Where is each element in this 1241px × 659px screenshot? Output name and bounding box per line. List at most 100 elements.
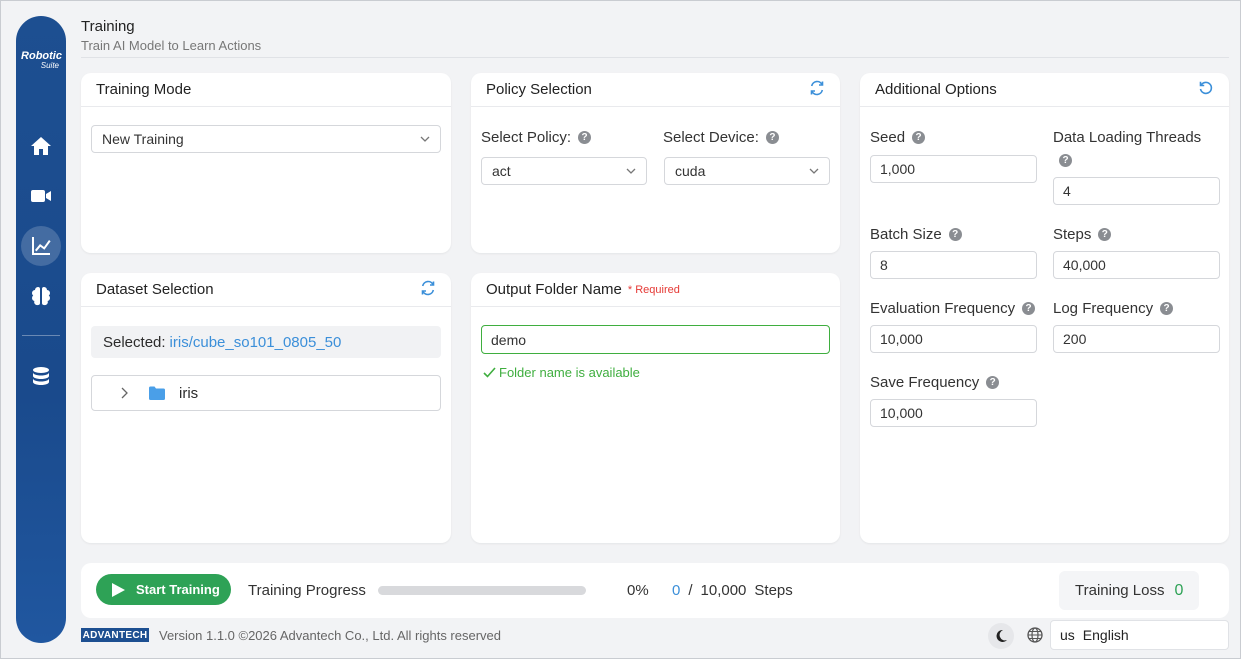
eval-frequency-label-text: Evaluation Frequency	[870, 300, 1016, 317]
total-steps: 10,000	[700, 582, 747, 599]
dataset-selection-card: Dataset Selection Selected: iris/cube_so…	[81, 273, 451, 543]
chevron-down-icon	[809, 168, 819, 174]
batch-size-input[interactable]: 8	[870, 251, 1037, 279]
output-folder-title: Output Folder Name	[486, 281, 622, 298]
folder-icon	[149, 386, 165, 400]
progress-bar	[378, 586, 586, 595]
threads-input[interactable]: 4	[1053, 177, 1220, 205]
device-value: cuda	[675, 163, 706, 179]
reset-icon	[1199, 81, 1213, 95]
seed-input[interactable]: 1,000	[870, 155, 1037, 183]
sidebar-item-models[interactable]	[21, 276, 61, 316]
refresh-icon	[421, 280, 435, 296]
steps-label-text: Steps	[1053, 226, 1092, 243]
language-select[interactable]: us English	[1050, 620, 1229, 650]
sidebar-item-home[interactable]	[21, 126, 61, 166]
theme-toggle-button[interactable]	[988, 623, 1014, 649]
additional-options-card: Additional Options Seed ? 1,000 Data Loa…	[860, 73, 1229, 543]
header-divider	[81, 57, 1229, 58]
language-code: us	[1060, 627, 1075, 643]
page-subtitle: Train AI Model to Learn Actions	[81, 38, 262, 53]
help-icon[interactable]: ?	[1098, 228, 1112, 241]
help-icon[interactable]: ?	[1059, 154, 1072, 167]
save-frequency-input[interactable]: 10,000	[870, 399, 1037, 427]
threads-label-text: Data Loading Threads	[1053, 129, 1202, 146]
device-label: Select Device: ?	[663, 129, 779, 146]
reset-options-button[interactable]	[1198, 80, 1214, 99]
batch-size-value: 8	[880, 257, 888, 273]
app-logo: Robotic Suite	[20, 51, 62, 71]
steps-unit: Steps	[754, 582, 793, 599]
help-icon[interactable]: ?	[578, 131, 592, 144]
log-frequency-label-text: Log Frequency	[1053, 300, 1154, 317]
chevron-down-icon	[626, 168, 636, 174]
policy-refresh-button[interactable]	[809, 80, 825, 99]
additional-options-title: Additional Options	[875, 81, 997, 98]
device-select[interactable]: cuda	[664, 157, 830, 185]
policy-label-text: Select Policy:	[481, 129, 572, 146]
log-frequency-input[interactable]: 200	[1053, 325, 1220, 353]
save-frequency-label: Save Frequency ?	[870, 374, 1000, 391]
policy-selection-card: Policy Selection Select Policy: ? act Se…	[471, 73, 840, 253]
current-step: 0	[672, 582, 681, 599]
output-folder-card: Output Folder Name * Required demo Folde…	[471, 273, 840, 543]
folder-validation-text: Folder name is available	[499, 365, 640, 380]
policy-value: act	[492, 163, 511, 179]
training-mode-value: New Training	[102, 131, 184, 147]
selected-dataset-label: Selected:	[103, 333, 166, 351]
home-icon	[31, 137, 51, 155]
help-icon[interactable]: ?	[765, 131, 779, 144]
log-frequency-label: Log Frequency ?	[1053, 300, 1174, 317]
threads-value: 4	[1063, 183, 1071, 199]
start-training-button[interactable]: Start Training	[96, 574, 231, 605]
copyright-text: Version 1.1.0 ©2026 Advantech Co., Ltd. …	[159, 628, 502, 643]
sidebar: Robotic Suite	[16, 16, 66, 643]
page-header: Training Train AI Model to Learn Actions	[81, 18, 261, 53]
training-mode-title: Training Mode	[96, 81, 192, 98]
sidebar-item-recording[interactable]	[21, 176, 61, 216]
progress-label: Training Progress	[248, 582, 366, 599]
help-icon[interactable]: ?	[912, 131, 926, 144]
policy-selection-header: Policy Selection	[471, 73, 840, 107]
step-counter: 0 / 10,000 Steps	[672, 582, 793, 599]
help-icon[interactable]: ?	[948, 228, 962, 241]
steps-value: 40,000	[1063, 257, 1106, 273]
seed-value: 1,000	[880, 161, 916, 177]
policy-selection-title: Policy Selection	[486, 81, 592, 98]
help-icon[interactable]: ?	[986, 376, 1000, 389]
page-title: Training	[81, 18, 135, 35]
globe-icon	[1027, 627, 1043, 643]
training-loss-label: Training Loss	[1075, 582, 1165, 599]
required-indicator: * Required	[627, 283, 680, 296]
brain-icon	[31, 287, 51, 306]
chevron-right-icon[interactable]	[119, 387, 129, 399]
tree-node-label: iris	[179, 384, 199, 402]
help-icon[interactable]: ?	[1160, 302, 1174, 315]
threads-label: Data Loading Threads	[1053, 129, 1201, 146]
dataset-refresh-button[interactable]	[420, 280, 436, 299]
video-camera-icon	[31, 190, 51, 202]
eval-frequency-label: Evaluation Frequency ?	[870, 300, 1036, 317]
steps-input[interactable]: 40,000	[1053, 251, 1220, 279]
step-separator: /	[688, 582, 693, 599]
save-frequency-label-text: Save Frequency	[870, 374, 980, 391]
sidebar-item-datasets[interactable]	[21, 357, 61, 397]
training-mode-select[interactable]: New Training	[91, 125, 441, 153]
training-mode-card: Training Mode New Training	[81, 73, 451, 253]
batch-size-label: Batch Size ?	[870, 226, 962, 243]
policy-label: Select Policy: ?	[481, 129, 592, 146]
eval-frequency-input[interactable]: 10,000	[870, 325, 1037, 353]
policy-select[interactable]: act	[481, 157, 647, 185]
sidebar-divider	[22, 335, 60, 336]
output-folder-input[interactable]: demo	[481, 325, 830, 354]
output-folder-value: demo	[491, 331, 527, 348]
additional-options-header: Additional Options	[860, 73, 1229, 107]
training-mode-header: Training Mode	[81, 73, 451, 107]
training-control-bar: Start Training Training Progress 0% 0 / …	[81, 563, 1229, 618]
output-folder-header: Output Folder Name * Required	[471, 273, 840, 307]
dataset-tree-node[interactable]: iris	[91, 375, 441, 411]
device-label-text: Select Device:	[663, 129, 759, 146]
language-name: English	[1082, 627, 1129, 643]
sidebar-item-training[interactable]	[21, 226, 61, 266]
help-icon[interactable]: ?	[1022, 302, 1036, 315]
